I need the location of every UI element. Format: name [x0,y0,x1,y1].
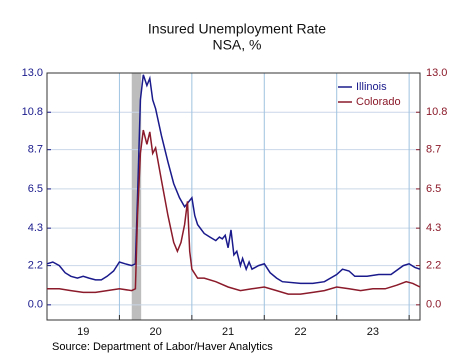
y-tick-label: 2.2 [28,260,43,272]
plot-frame [46,72,421,321]
y2-tick-label: 0.0 [426,299,441,311]
x-tick-label: 21 [222,326,234,338]
x-tick-label: 23 [367,326,379,338]
chart-title: Insured Unemployment Rate [148,21,326,37]
shaded-period [131,73,142,320]
y-tick-label: 0.0 [28,299,43,311]
chart-subtitle: NSA, % [212,37,261,53]
y-tick-label: 6.5 [28,183,43,195]
y-tick-label: 8.7 [28,144,43,156]
y2-tick-label: 10.8 [426,106,447,118]
series-line [46,74,421,285]
series-line [47,129,421,295]
y2-tick-label: 8.7 [426,144,441,156]
x-tick-label: 20 [150,326,162,338]
source-note: Source: Department of Labor/Haver Analyt… [52,341,273,353]
x-tick-label: 19 [77,326,89,338]
legend-label: Colorado [356,96,401,108]
legend-label: Illinois [356,81,387,93]
x-tick-label: 22 [294,326,306,338]
y-tick-label: 4.3 [28,222,43,234]
y2-tick-label: 6.5 [426,183,441,195]
y2-tick-label: 13.0 [426,67,447,79]
y-tick-label: 10.8 [22,106,43,118]
y-tick-label: 13.0 [22,67,43,79]
y2-tick-label: 2.2 [426,260,441,272]
y2-tick-label: 4.3 [426,222,441,234]
